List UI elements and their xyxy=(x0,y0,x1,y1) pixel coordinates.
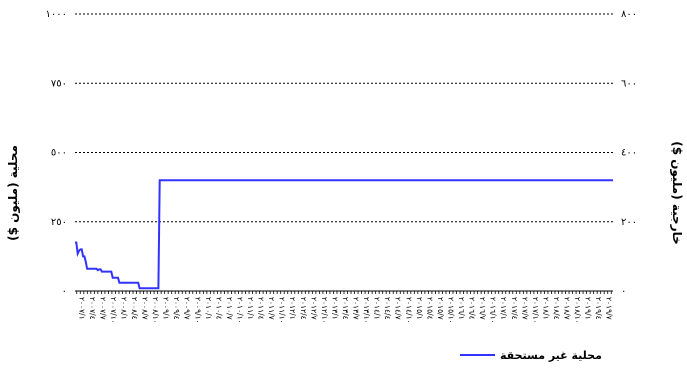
x-tick-label: ٢٠٠٨/٤ xyxy=(130,297,139,320)
x-tick-label: ٢٠٠٩/٤ xyxy=(172,297,181,320)
x-tick-label: ٢٠٠٧/١٠ xyxy=(109,297,118,324)
x-tick-label: ٢٠١٤/٤ xyxy=(383,297,392,320)
x-axis: ٢٠٠٧/١ ٢٠٠٧/٤ ٢٠٠٧/٧ ٢٠٠٧/١٠ ٢٠٠٨/١ ٢٠٠٨/٤ ٢٠٠… xyxy=(76,291,614,324)
x-tick-label: ٢٠١٢/١ xyxy=(288,297,297,320)
x-tick-label: ٢٠١٨/١٠ xyxy=(573,297,582,324)
x-tick-label: ٢٠١٤/١ xyxy=(373,297,382,320)
x-tick-label: ٢٠١٥/١ xyxy=(415,297,424,320)
x-tick-label: ٢٠١٦/٤ xyxy=(468,297,477,320)
x-tick-label: ٢٠١٩/١ xyxy=(584,297,593,320)
y-tick-left: ٢٥٠ xyxy=(51,217,67,228)
x-tick-label: ٢٠٠٧/٧ xyxy=(98,297,107,320)
y-tick-left: ١٠٠٠ xyxy=(46,9,67,20)
legend-label: محلية غير مستحقة xyxy=(500,349,602,362)
series-layer xyxy=(75,179,613,290)
x-tick-label: ٢٠١٣/١ xyxy=(330,297,339,320)
y-axis-left-title: محلية (مليون $) xyxy=(6,145,21,241)
y-tick-right: ٢٠٠ xyxy=(621,217,637,228)
x-tick-label: ٢٠١٨/٤ xyxy=(552,297,561,320)
series-line-0 xyxy=(75,179,613,290)
x-tick-label: ٢٠١٧/٧ xyxy=(520,297,529,320)
x-tick-label: ٢٠١٧/٤ xyxy=(510,297,519,320)
y-tick-left: ٧٥٠ xyxy=(51,78,67,89)
x-tick-label: ٢٠١٢/١٠ xyxy=(320,297,329,324)
x-tick-label: ٢٠١٠/١٠ xyxy=(235,297,244,324)
x-tick-label: ٢٠١١/٧ xyxy=(267,297,276,320)
x-tick-label: ٢٠١٨/١ xyxy=(541,297,550,320)
x-tick-label: ٢٠٠٩/٧ xyxy=(183,297,192,320)
y-tick-right: ٤٠٠ xyxy=(621,148,637,159)
x-tick-label: ٢٠١٥/٤ xyxy=(425,297,434,320)
x-tick-label: ٢٠١٠/٧ xyxy=(225,297,234,320)
x-tick-label: ٢٠٠٩/١ xyxy=(162,297,171,320)
x-tick-label: ٢٠١٢/٧ xyxy=(309,297,318,320)
x-tick-label: ٢٠٠٩/١٠ xyxy=(193,297,202,324)
x-tick-label: ٢٠٠٨/١٠ xyxy=(151,297,160,324)
x-tick-label: ٢٠١٠/١ xyxy=(204,297,213,320)
x-tick-label: ٢٠١٣/٧ xyxy=(352,297,361,320)
x-tick-label: ٢٠٠٧/١ xyxy=(77,297,86,320)
y-axis-right-title: خارجية (مليون $) xyxy=(669,141,684,245)
x-tick-label: ٢٠١٦/١٠ xyxy=(489,297,498,324)
x-tick-label: ٢٠١٤/١٠ xyxy=(404,297,413,324)
x-tick-label: ٢٠١٧/١٠ xyxy=(531,297,540,324)
legend: محلية غير مستحقة xyxy=(460,349,602,362)
x-tick-label: ٢٠١٣/٤ xyxy=(341,297,350,320)
x-tick-label: ٢٠١١/١ xyxy=(246,297,255,320)
y-tick-right: ٨٠٠ xyxy=(621,9,637,20)
y-tick-right: ٠ xyxy=(621,286,626,297)
y-tick-left: ٠ xyxy=(62,286,67,297)
x-tick-label: ٢٠١٩/٧ xyxy=(605,297,614,320)
x-tick-label: ٢٠٠٧/٤ xyxy=(88,297,97,320)
x-tick-label: ٢٠١٦/١ xyxy=(457,297,466,320)
x-tick-label: ٢٠١٥/١٠ xyxy=(446,297,455,324)
x-tick-label: ٢٠٠٨/٧ xyxy=(141,297,150,320)
x-tick-label: ٢٠١٦/٧ xyxy=(478,297,487,320)
x-tick-label: ٢٠١٤/٧ xyxy=(394,297,403,320)
right-axis: ٠ ٢٠٠ ٤٠٠ ٦٠٠ ٨٠٠ xyxy=(621,9,637,297)
x-tick-label: ٢٠١٧/١ xyxy=(499,297,508,320)
y-tick-right: ٦٠٠ xyxy=(621,78,637,89)
x-tick-label: ٢٠١٩/٤ xyxy=(594,297,603,320)
x-tick-label: ٢٠١١/١٠ xyxy=(278,297,287,324)
x-tick-label: ٢٠١٨/٧ xyxy=(563,297,572,320)
y-tick-left: ٥٠٠ xyxy=(51,148,67,159)
x-tick-label: ٢٠١٥/٧ xyxy=(436,297,445,320)
left-axis: ٠ ٢٥٠ ٥٠٠ ٧٥٠ ١٠٠٠ xyxy=(46,9,67,297)
x-tick-label: ٢٠١١/٤ xyxy=(257,297,266,320)
gridlines xyxy=(75,13,613,292)
x-tick-label: ٢٠٠٨/١ xyxy=(119,297,128,320)
x-tick-label: ٢٠١٠/٤ xyxy=(214,297,223,320)
x-tick-label: ٢٠١٣/١٠ xyxy=(362,297,371,324)
x-tick-label: ٢٠١٢/٤ xyxy=(299,297,308,320)
